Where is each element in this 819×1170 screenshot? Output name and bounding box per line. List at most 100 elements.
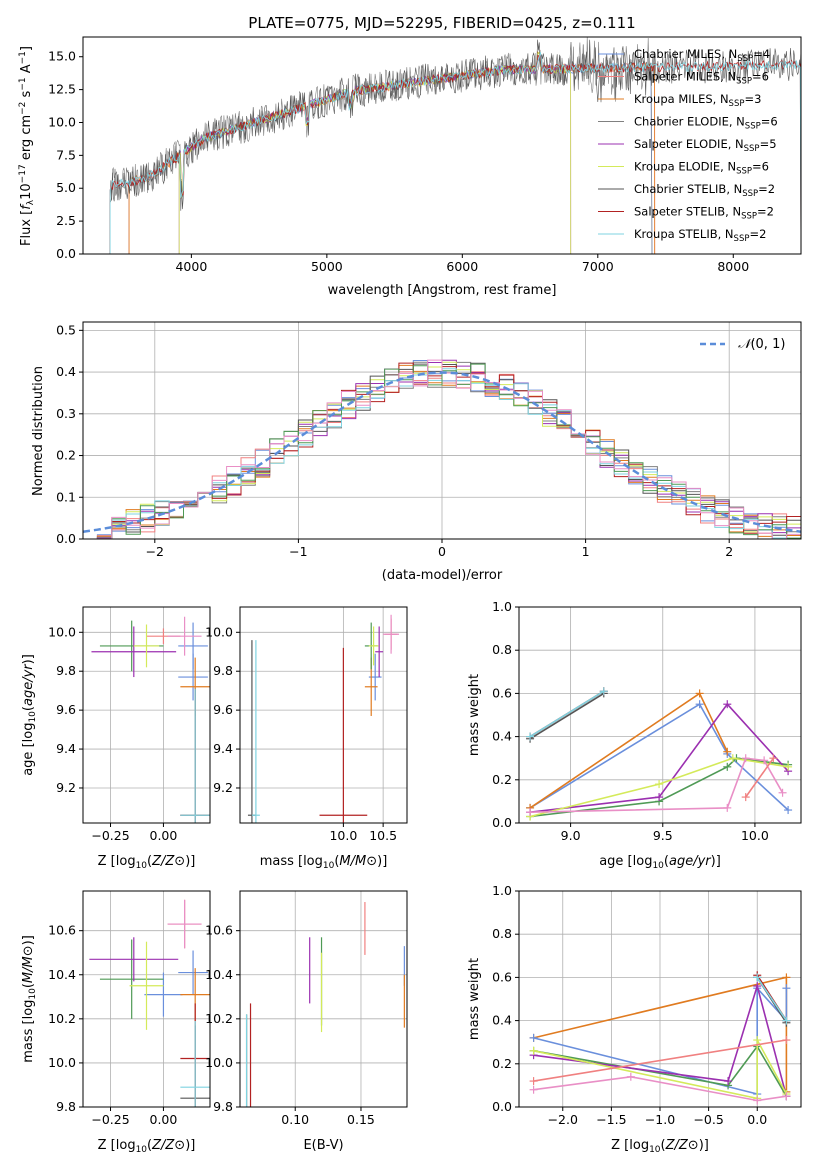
x-tick-label: 0 (438, 544, 446, 559)
mass-weight-marker (741, 754, 750, 763)
y-tick-label: 9.6 (56, 702, 76, 717)
mass-weight-marker (728, 754, 737, 763)
y-tick-label: 1.0 (492, 599, 512, 614)
mass-weight-marker (782, 1036, 791, 1045)
normal-curve (83, 371, 801, 533)
panel-2: −0.25 0.00 9.2 9.4 9.6 9.8 10.0 Z [log10(Z/Z⊙)]… (21, 606, 211, 871)
panel-ylabel: age [log10(age/yr)] (21, 654, 38, 776)
normal-legend-label: 𝒩(0, 1) (738, 337, 785, 352)
x-tick-label: 6000 (446, 259, 478, 274)
y-tick-label: 10.6 (205, 923, 233, 938)
mass-weight-marker (529, 1033, 538, 1042)
x-tick-label: 10.0 (329, 828, 357, 843)
residual-plot-area (83, 359, 801, 539)
error-bar-point (167, 616, 202, 656)
panel-plot-area (91, 616, 210, 823)
mass-weight-line (533, 1039, 787, 1082)
x-tick-label: 1 (582, 544, 590, 559)
y-tick-label: 1.0 (492, 883, 512, 898)
spectrum-legend-label: Kroupa ELODIE, NSSP=6 (634, 160, 769, 177)
y-tick-label: 0.6 (492, 969, 512, 984)
mass-weight-marker (526, 808, 535, 817)
spectrum-series-line (109, 39, 801, 254)
residual-legend: 𝒩(0, 1) (700, 337, 785, 352)
panel-axes-frame (82, 890, 211, 1108)
panel-7: −2.0 −1.5 −1.0 −0.5 0.0 0.0 0.2 0.4 0.6 0.8 1.0 Z [… (467, 883, 802, 1155)
error-bar-point (375, 626, 384, 678)
panel-plot-area (245, 902, 405, 1107)
spectrum-series-line (109, 52, 801, 254)
mass-weight-marker (784, 762, 793, 771)
panel-ticks: −0.25 0.00 9.8 10.0 10.2 10.4 10.6 (48, 923, 177, 1127)
x-tick-label: −2.0 (548, 1112, 578, 1127)
y-tick-label: 10.0 (205, 624, 233, 639)
mass-weight-marker (769, 754, 778, 763)
y-tick-label: 5.0 (56, 180, 76, 195)
x-tick-label: −1.0 (645, 1112, 675, 1127)
mass-weight-marker (741, 793, 750, 802)
panel-5: −0.25 0.00 9.8 10.0 10.2 10.4 10.6 Z [log10(Z/Z… (21, 890, 211, 1155)
panel-xlabel: Z [log10(Z/Z⊙)] (98, 854, 196, 871)
x-tick-label: 2 (725, 544, 733, 559)
mass-weight-marker (599, 687, 608, 696)
mass-weight-marker (529, 1085, 538, 1094)
spectrum-legend-label: Chabrier STELIB, NSSP=2 (634, 182, 775, 199)
y-tick-label: 0.8 (492, 926, 512, 941)
mass-weight-line (529, 703, 789, 811)
y-tick-label: 10.0 (48, 1055, 76, 1070)
x-tick-label: −2 (146, 544, 164, 559)
error-bar-point (99, 939, 164, 1019)
y-tick-label: 7.5 (56, 147, 76, 162)
spectrum-panel: PLATE=0775, MJD=52295, FIBERID=0425, z=0… (18, 14, 802, 298)
panel-ticks: 9.0 9.5 10.0 0.0 0.2 0.4 0.6 0.8 1.0 (492, 599, 769, 843)
y-tick-label: 12.5 (48, 82, 76, 97)
mass-weight-line (529, 757, 789, 818)
y-tick-label: 0.2 (492, 1056, 512, 1071)
panel-4: 9.0 9.5 10.0 0.0 0.2 0.4 0.6 0.8 1.0 age [log10(a… (467, 599, 802, 871)
x-tick-label: 7000 (582, 259, 614, 274)
panel-xlabel: Z [log10(Z/Z⊙)] (611, 1138, 709, 1155)
error-bar-point (144, 972, 183, 1017)
spectrum-series-line (178, 52, 572, 254)
error-bar-point (180, 688, 210, 823)
mass-weight-marker (695, 689, 704, 698)
panel-plot-area (89, 899, 210, 1107)
y-tick-label: 10.6 (48, 923, 76, 938)
spectrum-ticks: 4000 5000 6000 7000 8000 0.0 2.5 5.0 7.5 10.0 12.5… (48, 49, 749, 274)
y-tick-label: 2.5 (56, 213, 76, 228)
y-tick-label: 0.4 (492, 1013, 512, 1028)
mass-weight-marker (529, 1046, 538, 1055)
spectrum-title: PLATE=0775, MJD=52295, FIBERID=0425, z=0… (248, 14, 635, 32)
y-tick-label: 0.2 (492, 772, 512, 787)
mass-weight-marker (695, 700, 704, 709)
panel-ticks: −2.0 −1.5 −1.0 −0.5 0.0 0.0 0.2 0.4 0.6 0.8 1.0 (492, 883, 767, 1127)
x-tick-label: −0.25 (91, 828, 129, 843)
x-tick-label: 9.0 (561, 828, 581, 843)
y-tick-label: 9.2 (56, 780, 76, 795)
y-tick-label: 0.6 (492, 685, 512, 700)
mass-weight-marker (655, 793, 664, 802)
spectrum-plot-area (109, 37, 801, 254)
error-bar-point (89, 937, 179, 982)
panel-3: 10.0 10.5 9.2 9.4 9.6 9.8 10.0 mass [log10(M/M⊙… (205, 606, 408, 871)
x-tick-label: 10.5 (369, 828, 397, 843)
mass-weight-marker (753, 973, 762, 982)
panel-axes-frame (239, 606, 408, 824)
y-tick-label: 0.2 (56, 448, 76, 463)
error-bar-point (178, 653, 208, 701)
y-tick-label: 0.0 (492, 1099, 512, 1114)
spectrum-xlabel: wavelength [Angstrom, rest frame] (328, 283, 557, 298)
panel-axes-frame (518, 606, 802, 824)
y-tick-label: 9.8 (213, 663, 233, 678)
panel-plot-area (529, 971, 791, 1105)
spectrum-series-line (178, 51, 572, 254)
error-bar-point (167, 899, 202, 949)
panel-plot-area (247, 614, 400, 823)
x-tick-label: −0.5 (693, 1112, 723, 1127)
panel-xlabel: mass [log10(M/M⊙)] (260, 854, 388, 871)
mass-weight-marker (723, 762, 732, 771)
mass-weight-line (529, 690, 605, 738)
panel-ylabel: mass weight (467, 674, 482, 756)
residual-ticks: −2 −1 0 1 2 0.0 0.1 0.2 0.3 0.4 0.5 (56, 322, 733, 559)
panel-ticks: 0.10 0.15 9.8 10.0 10.2 10.4 10.6 (205, 923, 375, 1127)
